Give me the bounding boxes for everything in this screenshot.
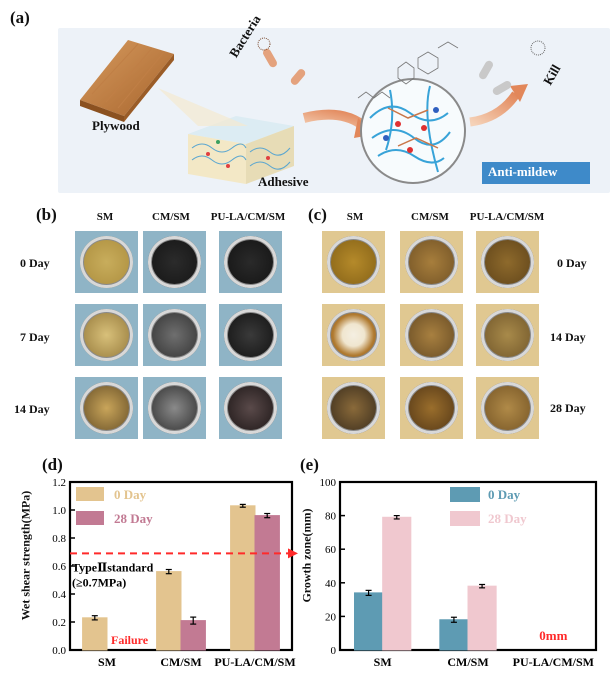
d-legend-swatch xyxy=(76,511,104,525)
d-reference-arrow xyxy=(288,548,298,559)
b-col-sm: SM xyxy=(96,211,114,223)
panel-e-letter: (e) xyxy=(300,455,319,474)
d-ytick-label: 1.0 xyxy=(52,505,66,517)
e-legend-swatch xyxy=(450,511,480,526)
petri-dish-c-sm-0 xyxy=(322,231,385,293)
b-col-cmsm: CM/SM xyxy=(152,211,190,223)
e-xtick-label: PU-LA/CM/SM xyxy=(513,655,594,669)
e-legend-swatch xyxy=(450,487,480,502)
adhesive-block-icon xyxy=(188,116,294,184)
d-bar xyxy=(180,620,206,651)
c-row-14day: 14 Day xyxy=(550,330,586,344)
b-row-14day: 14 Day xyxy=(14,402,50,416)
petri-dish-b-pula-7 xyxy=(219,304,282,366)
petri-dish-c-pula-14 xyxy=(476,304,539,366)
plywood-board-icon xyxy=(80,40,174,122)
petri-dish-c-cmsm-28 xyxy=(400,377,463,439)
anti-mildew-badge xyxy=(482,162,590,184)
b-col-pula: PU-LA/CM/SM xyxy=(210,211,286,223)
petri-dish-c-pula-28 xyxy=(476,377,539,439)
petri-dish-b-cmsm-0 xyxy=(143,231,206,293)
d-xtick-label: SM xyxy=(98,655,116,669)
panel-a-schematic xyxy=(58,28,610,193)
petri-dish-c-sm-28 xyxy=(322,377,385,439)
plywood-label: Plywood xyxy=(92,118,140,133)
d-bar xyxy=(82,617,108,651)
petri-dish-b-sm-7 xyxy=(75,304,138,366)
d-xtick-label: PU-LA/CM/SM xyxy=(214,655,295,669)
petri-dish-c-cmsm-14 xyxy=(400,304,463,366)
e-ytick-label: 20 xyxy=(325,611,337,623)
d-ytick-label: 0.4 xyxy=(52,589,66,601)
bacteria-icon xyxy=(257,37,306,85)
e-bar xyxy=(382,516,412,651)
b-row-7day: 7 Day xyxy=(20,330,50,344)
petri-dish-c-cmsm-0 xyxy=(400,231,463,293)
panel-c-letter: (c) xyxy=(308,205,327,224)
e-ytick-label: 100 xyxy=(320,477,337,489)
chart-d: 0.0 0.2 0.4 0.6 0.8 1.0 1.2 SM CM/SM PU-LA/CM/SM 0… xyxy=(52,477,298,669)
petri-dish-b-pula-0 xyxy=(219,231,282,293)
e-zero-annotation: 0mm xyxy=(539,628,567,643)
e-bar xyxy=(354,592,384,651)
d-ytick-label: 0.0 xyxy=(52,645,66,657)
petri-dish-c-pula-0 xyxy=(476,231,539,293)
petri-dish-c-sm-14 xyxy=(322,304,385,366)
d-legend-swatch xyxy=(76,487,104,501)
d-reference-label: TypeⅡstandard xyxy=(72,560,154,574)
c-col-pula: PU-LA/CM/SM xyxy=(469,211,545,223)
petri-dish-b-sm-0 xyxy=(75,231,138,293)
d-ytick-label: 0.2 xyxy=(52,617,66,629)
panel-b-letter: (b) xyxy=(36,205,57,224)
c-row-28day: 28 Day xyxy=(550,401,586,415)
schematic-illustration xyxy=(80,37,590,184)
e-ytick-label: 0 xyxy=(331,645,337,657)
e-bar xyxy=(439,619,469,651)
c-row-0day: 0 Day xyxy=(557,256,587,270)
d-xtick-label: CM/SM xyxy=(160,655,201,669)
d-legend-label: 28 Day xyxy=(114,511,153,526)
chart-e: 0 20 40 60 80 100 SM CM/SM PU-LA/CM/SM 0 Day 28 Da… xyxy=(320,477,598,669)
e-xtick-label: CM/SM xyxy=(447,655,488,669)
e-legend-label: 28 Day xyxy=(488,511,527,526)
e-ytick-label: 60 xyxy=(325,544,337,556)
adhesive-label: Adhesive xyxy=(258,174,309,189)
e-xtick-label: SM xyxy=(374,655,392,669)
d-bar xyxy=(230,505,256,651)
petri-dish-b-sm-14 xyxy=(75,377,138,439)
d-legend-label: 0 Day xyxy=(114,487,147,502)
b-row-0day: 0 Day xyxy=(20,256,50,270)
panel-a-letter: (a) xyxy=(10,8,30,27)
c-col-cmsm: CM/SM xyxy=(411,211,449,223)
d-ytick-label: 0.8 xyxy=(52,533,66,545)
d-bar xyxy=(254,515,280,651)
anti-mildew-label: Anti-mildew xyxy=(488,164,558,179)
d-ytick-label: 0.6 xyxy=(52,561,66,573)
petri-dish-b-pula-14 xyxy=(219,377,282,439)
e-legend-label: 0 Day xyxy=(488,487,521,502)
e-bar xyxy=(467,585,497,651)
c-col-sm: SM xyxy=(346,211,364,223)
network-circle-icon xyxy=(360,78,466,184)
panel-d-letter: (d) xyxy=(42,455,63,474)
petri-dish-b-cmsm-7 xyxy=(143,304,206,366)
e-ytick-label: 40 xyxy=(325,578,337,590)
d-ytick-label: 1.2 xyxy=(52,477,66,489)
e-ytick-label: 80 xyxy=(325,511,337,523)
d-bar xyxy=(156,571,182,651)
d-reference-label-2: (≥0.7MPa) xyxy=(72,575,126,589)
d-failure-annotation: Failure xyxy=(111,633,149,647)
dead-bacteria-icon xyxy=(479,40,546,95)
petri-dish-b-cmsm-14 xyxy=(143,377,206,439)
